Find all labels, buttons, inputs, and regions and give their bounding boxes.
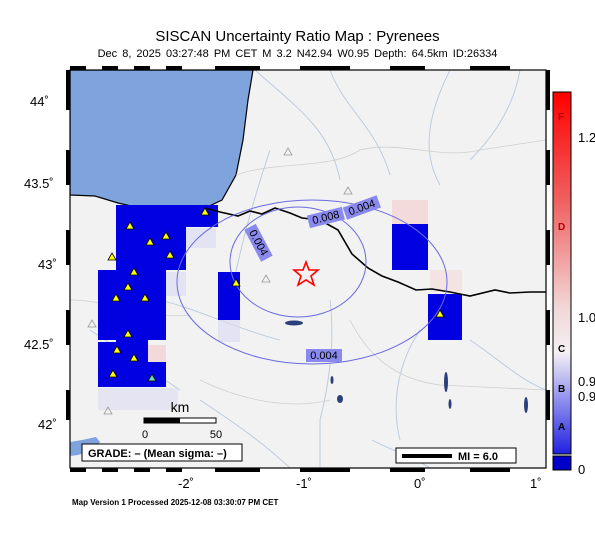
mi-box <box>395 447 517 464</box>
map-footer: Map Version 1 Processed 2025-12-08 03:30… <box>72 498 279 507</box>
colorbar-value: 1.2 <box>578 130 595 145</box>
colorbar-value: 0.9 <box>578 374 595 389</box>
colorbar-zero-swatch <box>552 455 572 471</box>
colorbar-letter: C <box>558 344 565 355</box>
lat-axis-labels: 44˚ 43.5˚ 43˚ 42.5˚ 42˚ <box>24 94 57 432</box>
scale-unit: km <box>171 399 190 415</box>
contour-lines <box>176 199 448 365</box>
scale-tick: 50 <box>210 429 222 441</box>
scale-bar: km 0 50 <box>142 399 222 441</box>
station-triangle <box>145 237 155 246</box>
lon-label: 1˚ <box>530 476 542 491</box>
station-triangle-inactive <box>87 319 97 328</box>
map-subtitle: Dec 8, 2025 03:27:48 PM CET M 3.2 N42.94… <box>97 48 498 60</box>
station-triangle <box>200 207 210 216</box>
colorbar-letter: F <box>558 112 564 123</box>
station-triangle-inactive <box>343 186 353 195</box>
lon-label: 0˚ <box>414 476 426 491</box>
grade-text: GRADE: – (Mean sigma: –) <box>88 448 227 460</box>
lat-label: 42.5˚ <box>24 337 54 352</box>
sea-area <box>70 70 254 213</box>
station-triangle <box>108 369 118 378</box>
station-triangle-inactive <box>283 147 293 156</box>
colorbar-letter: B <box>558 384 565 395</box>
lon-label: -1˚ <box>296 476 312 491</box>
station-triangle <box>123 282 133 291</box>
mi-text: MI = 6.0 <box>458 451 498 463</box>
station-triangle <box>147 373 157 382</box>
lon-label: -2˚ <box>178 476 194 491</box>
colorbar-letter: A <box>558 422 565 433</box>
station-triangle <box>231 278 241 287</box>
lat-label: 43˚ <box>38 257 57 272</box>
epicenter-star-icon <box>291 259 321 287</box>
lakes <box>285 320 528 413</box>
colorbar-value: 1.0 <box>578 310 595 325</box>
station-triangle <box>129 353 139 362</box>
lat-label: 43.5˚ <box>24 176 54 191</box>
station-triangle <box>111 293 121 302</box>
colorbar: F D C B A 1.2 1.0 0.9 0.9 0 <box>552 91 595 477</box>
station-triangle <box>107 252 117 261</box>
station-triangle <box>161 231 171 240</box>
scale-tick: 0 <box>142 429 148 441</box>
mi-bar <box>402 454 452 458</box>
station-triangle <box>129 267 139 276</box>
lat-label: 42˚ <box>38 417 57 432</box>
grade-box <box>81 443 243 462</box>
station-triangle <box>435 309 445 318</box>
station-triangle <box>123 329 133 338</box>
colorbar-gradient <box>552 91 572 455</box>
station-triangle <box>165 250 175 259</box>
lat-label: 44˚ <box>30 94 49 109</box>
station-triangle-inactive <box>261 274 271 283</box>
colorbar-value: 0 <box>578 462 585 477</box>
colorbar-letter: D <box>558 222 565 233</box>
contour-label: 0.004 <box>310 350 338 362</box>
lon-axis-labels: -2˚ -1˚ 0˚ 1˚ <box>178 476 542 491</box>
station-triangle <box>125 221 135 230</box>
colorbar-value: 0.9 <box>578 389 595 404</box>
stations <box>87 147 445 415</box>
country-border <box>204 207 546 297</box>
map-area: 0.004 0.008 0.004 0.004 <box>70 70 546 468</box>
map-title: SISCAN Uncertainty Ratio Map : Pyrenees <box>155 28 440 45</box>
station-triangle <box>112 345 122 354</box>
station-triangle <box>140 293 150 302</box>
frame-ticks <box>66 66 550 472</box>
station-triangle-inactive <box>103 406 113 415</box>
